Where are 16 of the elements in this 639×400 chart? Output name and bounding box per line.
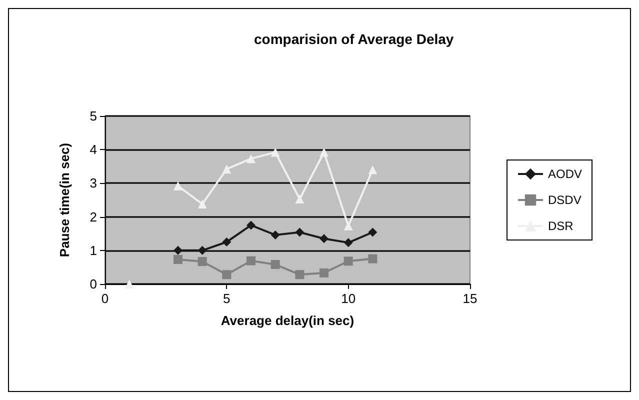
legend-label: DSR	[548, 219, 574, 233]
y-tick-label: 3	[90, 176, 97, 191]
x-tick-label: 15	[462, 291, 478, 306]
chart-title: comparision of Average Delay	[254, 31, 454, 47]
x-axis-title: Average delay(in sec)	[220, 313, 354, 328]
x-tick-label: 5	[223, 291, 230, 306]
y-tick-label: 4	[90, 142, 97, 158]
x-tick-label: 10	[341, 291, 356, 306]
legend-label: AODV	[548, 167, 582, 181]
x-tick-label: 0	[101, 291, 109, 306]
legend-label: DSDV	[548, 193, 582, 207]
y-tick-label: 1	[90, 242, 97, 258]
y-tick-label: 2	[90, 209, 97, 224]
y-tick-label: 5	[90, 108, 97, 124]
y-axis-title: Pause time(in sec)	[57, 142, 72, 258]
y-tick-label: 0	[90, 276, 97, 292]
